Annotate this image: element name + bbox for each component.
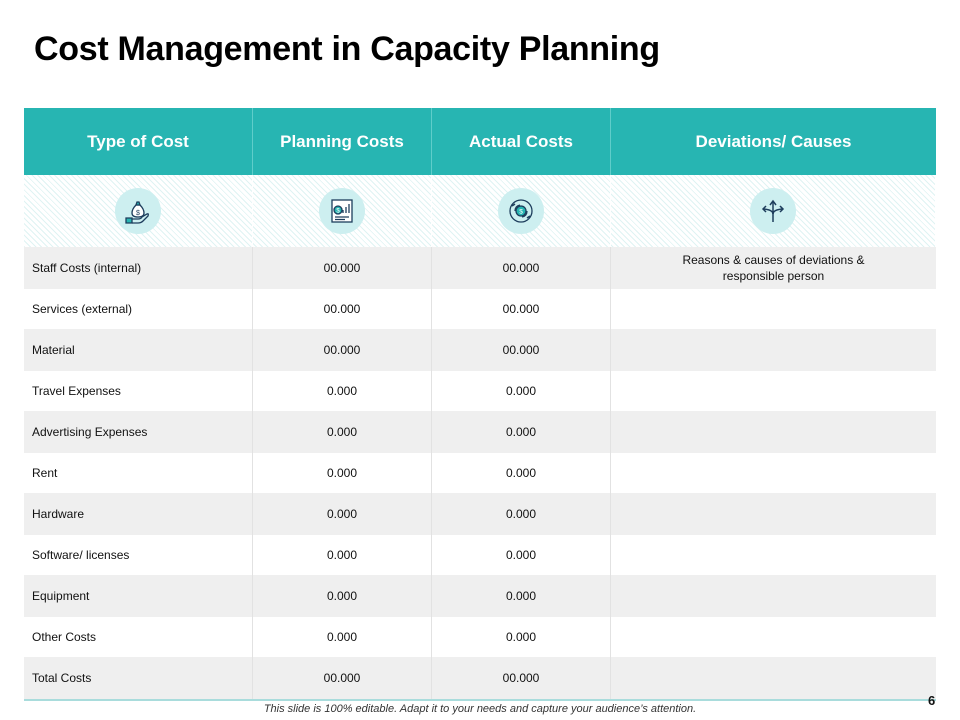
page-number: 6	[928, 693, 936, 708]
cell-actual-cost: 00.000	[432, 247, 611, 289]
cell-planning-cost: 00.000	[253, 329, 432, 371]
cell-actual-cost: 0.000	[432, 575, 611, 617]
cell-type-of-cost: Material	[24, 329, 253, 371]
cell-actual-cost: 0.000	[432, 411, 611, 453]
cell-deviation-cause	[611, 371, 936, 411]
cell-planning-cost: 0.000	[253, 371, 432, 411]
cell-actual-cost: 00.000	[432, 657, 611, 699]
table-row: Staff Costs (internal) 00.000 00.000 Reason…	[24, 247, 936, 289]
cell-type-of-cost: Equipment	[24, 575, 253, 617]
cell-type-of-cost: Staff Costs (internal)	[24, 247, 253, 289]
cell-actual-cost: 0.000	[432, 535, 611, 575]
cell-actual-cost: 00.000	[432, 329, 611, 371]
money-cycle-icon: $	[498, 188, 544, 234]
cell-deviation-cause	[611, 575, 936, 617]
cell-planning-cost: 0.000	[253, 453, 432, 493]
svg-text:$: $	[136, 210, 140, 217]
cell-planning-cost: 00.000	[253, 289, 432, 329]
financial-report-icon: $	[319, 188, 365, 234]
cell-planning-cost: 0.000	[253, 493, 432, 535]
cell-deviation-cause	[611, 453, 936, 493]
cell-type-of-cost: Rent	[24, 453, 253, 493]
cell-type-of-cost: Software/ licenses	[24, 535, 253, 575]
cell-planning-cost: 0.000	[253, 575, 432, 617]
split-arrows-icon	[750, 188, 796, 234]
cell-planning-cost: 0.000	[253, 617, 432, 657]
table-row: Advertising Expenses 0.000 0.000	[24, 411, 936, 453]
footer-note: This slide is 100% editable. Adapt it to…	[263, 703, 697, 715]
money-bag-hand-icon: $	[115, 188, 161, 234]
svg-text:$: $	[336, 209, 340, 215]
cell-type-of-cost: Advertising Expenses	[24, 411, 253, 453]
cell-actual-cost: 0.000	[432, 371, 611, 411]
cell-deviation-cause: Reasons & causes of deviations & respons…	[682, 253, 865, 283]
table-row: Hardware 0.000 0.000	[24, 493, 936, 535]
cell-type-of-cost: Travel Expenses	[24, 371, 253, 411]
table-row: Travel Expenses 0.000 0.000	[24, 371, 936, 411]
svg-text:$: $	[519, 209, 523, 216]
cell-actual-cost: 0.000	[432, 617, 611, 657]
header-planning-costs: Planning Costs	[253, 108, 432, 175]
table-bottom-rule	[24, 699, 936, 701]
table-row: Material 00.000 00.000	[24, 329, 936, 371]
cell-planning-cost: 00.000	[253, 657, 432, 699]
cell-deviation-cause	[611, 657, 936, 699]
header-actual-costs: Actual Costs	[432, 108, 611, 175]
header-type-of-cost: Type of Cost	[24, 108, 253, 175]
table-row: Rent 0.000 0.000	[24, 453, 936, 493]
cell-deviation-cause	[611, 289, 936, 329]
cell-type-of-cost: Other Costs	[24, 617, 253, 657]
cell-actual-cost: 0.000	[432, 493, 611, 535]
cell-deviation-cause	[611, 329, 936, 371]
table-row: Equipment 0.000 0.000	[24, 575, 936, 617]
cell-actual-cost: 0.000	[432, 453, 611, 493]
table-row: Other Costs 0.000 0.000	[24, 617, 936, 657]
cell-planning-cost: 0.000	[253, 535, 432, 575]
slide-title: Cost Management in Capacity Planning	[34, 30, 660, 68]
cell-actual-cost: 00.000	[432, 289, 611, 329]
cell-type-of-cost: Hardware	[24, 493, 253, 535]
table-row: Services (external) 00.000 00.000	[24, 289, 936, 329]
cell-type-of-cost: Services (external)	[24, 289, 253, 329]
cell-deviation-cause	[611, 493, 936, 535]
cost-table: Type of Cost Planning Costs Actual Costs…	[24, 108, 936, 701]
table-row: Software/ licenses 0.000 0.000	[24, 535, 936, 575]
table-row: Total Costs 00.000 00.000	[24, 657, 936, 699]
cell-deviation-cause	[611, 617, 936, 657]
cell-type-of-cost: Total Costs	[24, 657, 253, 699]
cell-planning-cost: 0.000	[253, 411, 432, 453]
header-deviations-causes: Deviations/ Causes	[695, 131, 852, 151]
cell-deviation-cause	[611, 411, 936, 453]
cell-planning-cost: 00.000	[253, 247, 432, 289]
cell-deviation-cause	[611, 535, 936, 575]
icon-row: $ $ $	[24, 175, 936, 247]
table-header-row: Type of Cost Planning Costs Actual Costs…	[24, 108, 936, 175]
